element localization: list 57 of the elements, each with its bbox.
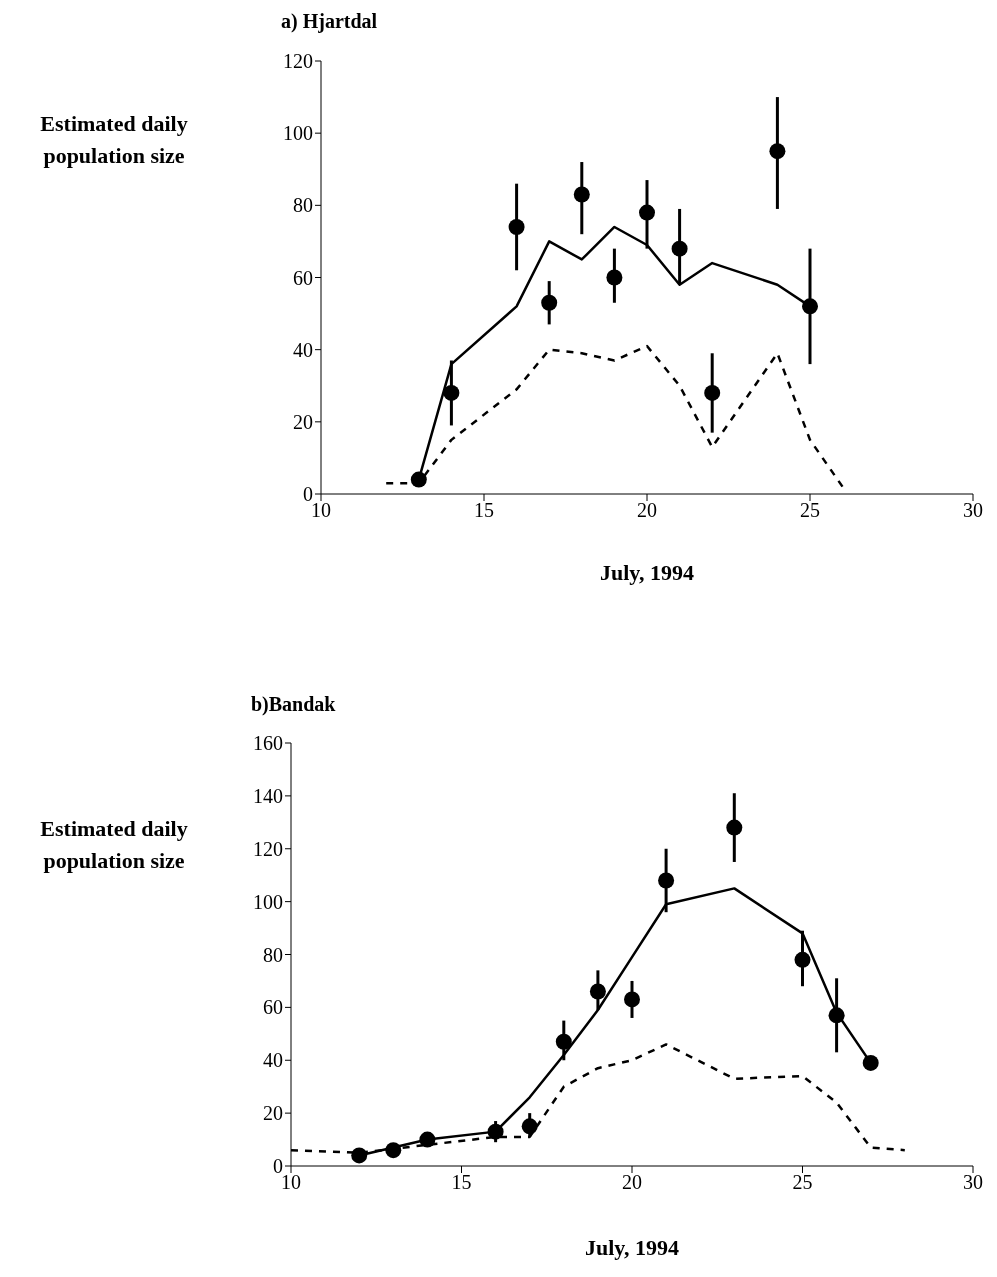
point bbox=[769, 143, 786, 160]
point bbox=[508, 218, 525, 235]
y-tick-label: 40 bbox=[293, 338, 313, 361]
x-tick-label: 20 bbox=[637, 499, 657, 522]
x-tick-label: 10 bbox=[311, 499, 331, 522]
point bbox=[541, 294, 558, 311]
point bbox=[573, 186, 590, 203]
point bbox=[671, 240, 688, 257]
point bbox=[624, 991, 640, 1008]
point bbox=[521, 1118, 538, 1135]
line-series bbox=[384, 344, 844, 489]
x-tick-label: 30 bbox=[963, 499, 983, 522]
point bbox=[419, 1131, 436, 1148]
y-tick-label: 40 bbox=[263, 1049, 283, 1072]
point bbox=[639, 204, 655, 221]
x-tick-label: 15 bbox=[474, 499, 494, 522]
y-tick-label: 0 bbox=[273, 1155, 283, 1178]
y-axis-title: Estimated daily population size bbox=[39, 815, 189, 875]
y-tick-label: 20 bbox=[263, 1102, 283, 1125]
point bbox=[726, 819, 743, 836]
chart-title: a) Hjartdal bbox=[281, 10, 378, 33]
y-tick-label: 160 bbox=[253, 732, 283, 755]
x-tick-label: 10 bbox=[281, 1171, 301, 1194]
x-tick-label: 20 bbox=[622, 1171, 642, 1194]
y-axis-title: Estimated daily population size bbox=[39, 110, 189, 170]
point bbox=[487, 1123, 504, 1140]
point bbox=[794, 951, 811, 968]
point bbox=[704, 384, 721, 401]
point bbox=[606, 269, 623, 286]
y-tick-label: 120 bbox=[283, 50, 313, 73]
y-tick-label: 80 bbox=[293, 194, 313, 217]
x-tick-label: 15 bbox=[451, 1171, 472, 1194]
point bbox=[410, 471, 427, 488]
y-tick-label: 120 bbox=[253, 837, 283, 860]
chart-title: b)Bandak bbox=[251, 693, 337, 716]
y-tick-label: 100 bbox=[283, 122, 313, 145]
y-tick-label: 60 bbox=[263, 996, 283, 1019]
x-axis-title: July, 1994 bbox=[583, 1235, 681, 1261]
point bbox=[351, 1147, 368, 1164]
y-tick-label: 100 bbox=[253, 890, 283, 913]
y-tick-label: 80 bbox=[263, 943, 283, 966]
y-tick-label: 140 bbox=[253, 784, 283, 807]
point bbox=[658, 872, 675, 889]
x-tick-label: 25 bbox=[800, 499, 820, 522]
point bbox=[385, 1142, 402, 1159]
point bbox=[555, 1033, 572, 1050]
y-tick-label: 20 bbox=[293, 410, 313, 433]
x-tick-label: 25 bbox=[792, 1171, 813, 1194]
y-tick-label: 60 bbox=[293, 266, 313, 289]
point bbox=[862, 1054, 879, 1071]
point bbox=[802, 298, 818, 315]
y-tick-label: 0 bbox=[303, 483, 313, 506]
point bbox=[443, 384, 460, 401]
x-tick-label: 30 bbox=[963, 1171, 983, 1194]
x-axis-title: July, 1994 bbox=[598, 560, 696, 586]
point bbox=[589, 983, 606, 1000]
point bbox=[828, 1007, 845, 1024]
